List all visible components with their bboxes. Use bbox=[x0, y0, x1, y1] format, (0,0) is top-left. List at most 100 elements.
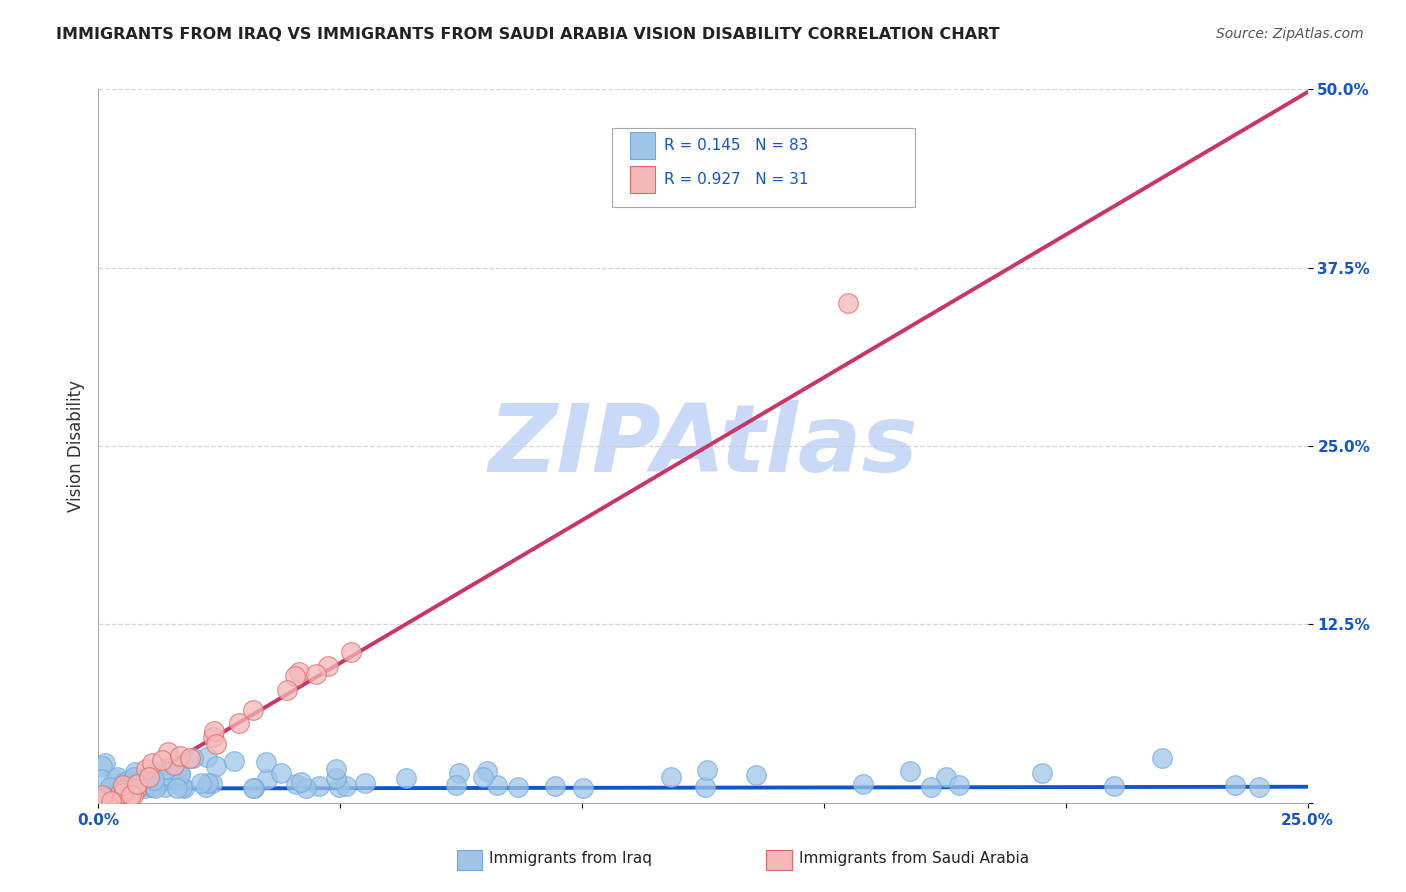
Text: R = 0.145   N = 83: R = 0.145 N = 83 bbox=[664, 138, 808, 153]
Point bbox=[354, 776, 377, 790]
Point bbox=[659, 771, 682, 785]
Point bbox=[325, 762, 347, 776]
Point bbox=[103, 772, 125, 786]
Point bbox=[166, 780, 188, 795]
Point bbox=[935, 771, 957, 785]
Point bbox=[163, 757, 186, 772]
Point bbox=[1031, 766, 1053, 780]
Point bbox=[290, 775, 312, 789]
Point bbox=[202, 724, 225, 739]
Text: Immigrants from Iraq: Immigrants from Iraq bbox=[489, 851, 652, 865]
Point bbox=[197, 776, 219, 790]
Point bbox=[506, 780, 529, 794]
Point bbox=[108, 786, 131, 800]
Point bbox=[91, 794, 114, 808]
Point bbox=[285, 777, 308, 791]
FancyBboxPatch shape bbox=[630, 166, 655, 193]
Point bbox=[142, 772, 165, 787]
Point bbox=[122, 780, 145, 795]
Point bbox=[204, 737, 226, 751]
Point bbox=[122, 788, 145, 802]
Point bbox=[142, 765, 165, 780]
Point bbox=[486, 778, 509, 792]
Point bbox=[325, 772, 347, 786]
Point bbox=[837, 296, 859, 310]
Point bbox=[121, 776, 143, 790]
Point bbox=[693, 780, 716, 794]
Point bbox=[114, 782, 136, 797]
Point bbox=[395, 772, 418, 786]
Point bbox=[121, 774, 143, 789]
Point bbox=[93, 756, 115, 770]
Point bbox=[169, 765, 191, 780]
Point bbox=[242, 702, 264, 716]
Point bbox=[1223, 778, 1246, 792]
Point bbox=[141, 756, 163, 770]
Point bbox=[120, 780, 142, 794]
Point bbox=[1249, 780, 1271, 794]
Point bbox=[195, 780, 218, 794]
Point bbox=[136, 777, 159, 791]
Point bbox=[254, 755, 277, 769]
Point bbox=[852, 777, 875, 791]
Point bbox=[112, 775, 135, 789]
Point bbox=[316, 658, 339, 673]
Point bbox=[195, 750, 218, 764]
Point bbox=[305, 666, 328, 681]
Point bbox=[696, 764, 718, 778]
Point bbox=[118, 772, 141, 787]
Point bbox=[122, 770, 145, 784]
Point bbox=[243, 780, 266, 795]
Point bbox=[134, 780, 156, 794]
Text: Source: ZipAtlas.com: Source: ZipAtlas.com bbox=[1216, 27, 1364, 41]
Text: Immigrants from Saudi Arabia: Immigrants from Saudi Arabia bbox=[799, 851, 1029, 865]
Point bbox=[745, 768, 768, 782]
Point bbox=[105, 771, 128, 785]
Point bbox=[153, 768, 176, 782]
Point bbox=[201, 730, 224, 744]
Text: ZIPAtlas: ZIPAtlas bbox=[488, 400, 918, 492]
Point bbox=[135, 762, 157, 776]
Point bbox=[205, 759, 228, 773]
Point bbox=[138, 778, 160, 792]
Point bbox=[98, 780, 121, 794]
Point bbox=[256, 772, 278, 787]
Point bbox=[166, 771, 188, 785]
Point bbox=[90, 772, 112, 787]
Text: IMMIGRANTS FROM IRAQ VS IMMIGRANTS FROM SAUDI ARABIA VISION DISABILITY CORRELATI: IMMIGRANTS FROM IRAQ VS IMMIGRANTS FROM … bbox=[56, 27, 1000, 42]
Point bbox=[114, 774, 136, 789]
Point bbox=[335, 779, 357, 793]
Point bbox=[141, 780, 163, 794]
Point bbox=[228, 716, 250, 731]
Point bbox=[948, 778, 970, 792]
Y-axis label: Vision Disability: Vision Disability bbox=[66, 380, 84, 512]
Point bbox=[288, 665, 311, 679]
Point bbox=[284, 669, 307, 683]
Point bbox=[111, 786, 134, 800]
Point bbox=[124, 765, 146, 780]
Point bbox=[328, 780, 350, 794]
Point bbox=[179, 751, 201, 765]
Point bbox=[120, 788, 142, 802]
Point bbox=[295, 780, 318, 795]
Text: R = 0.927   N = 31: R = 0.927 N = 31 bbox=[664, 171, 808, 186]
FancyBboxPatch shape bbox=[613, 128, 915, 207]
Point bbox=[477, 764, 499, 779]
Point bbox=[155, 763, 177, 777]
Point bbox=[169, 768, 191, 782]
Point bbox=[181, 751, 204, 765]
Point bbox=[1102, 779, 1125, 793]
Point bbox=[920, 780, 942, 795]
Point bbox=[90, 788, 112, 802]
Point bbox=[308, 779, 330, 793]
Point bbox=[100, 794, 122, 808]
Point bbox=[127, 777, 149, 791]
Point bbox=[125, 781, 148, 796]
Point bbox=[340, 645, 363, 659]
Point bbox=[141, 779, 163, 793]
Point bbox=[153, 780, 176, 794]
Point bbox=[472, 770, 495, 784]
Point bbox=[134, 780, 156, 795]
Point bbox=[150, 753, 173, 767]
Point bbox=[447, 765, 470, 780]
